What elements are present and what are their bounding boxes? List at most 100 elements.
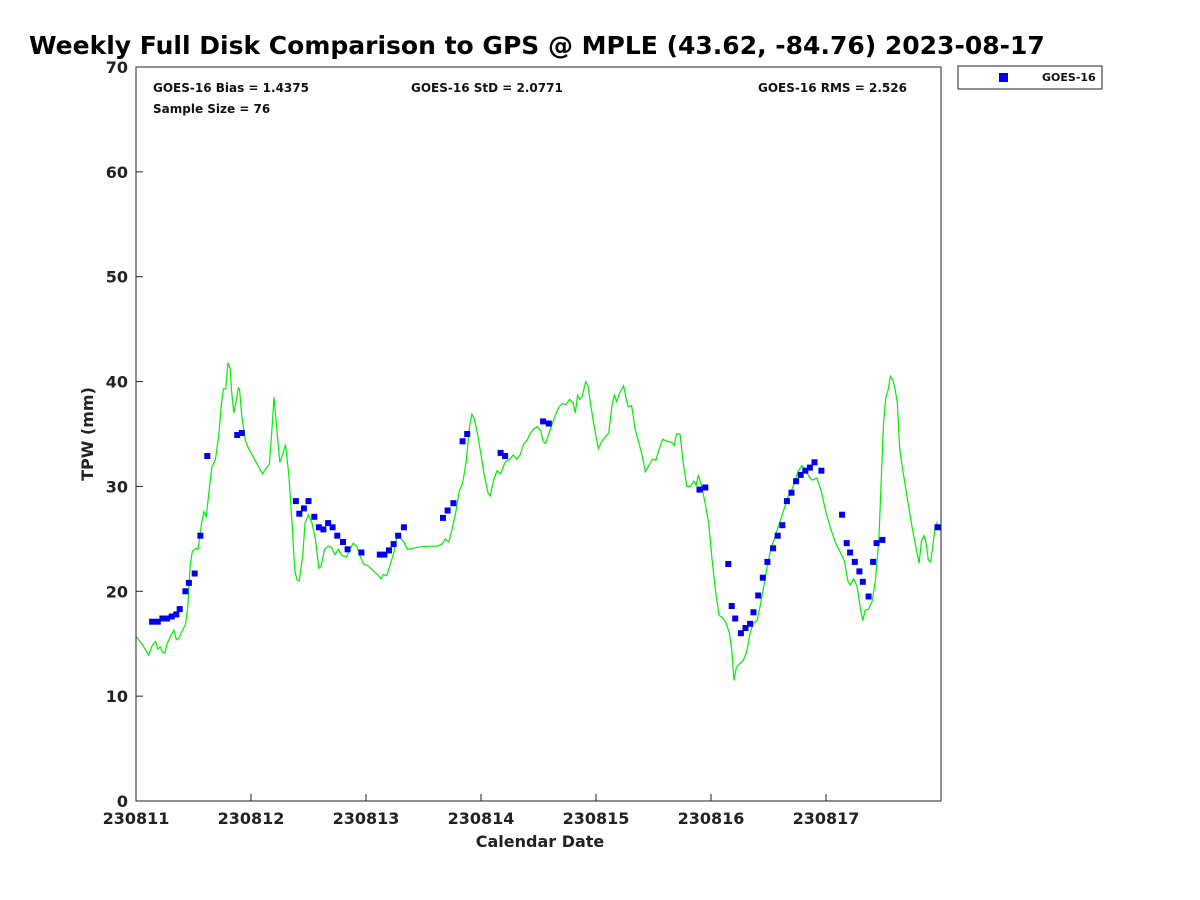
y-tick-label: 30	[106, 477, 128, 496]
y-axis: 0 10 20 30 40 50 60 70	[106, 58, 143, 811]
goes-16-point	[732, 615, 739, 622]
goes-16-series	[149, 418, 941, 637]
goes-16-point	[234, 432, 241, 438]
goes-16-point	[311, 513, 318, 520]
goes-16-point	[185, 579, 192, 586]
goes-16-point	[779, 522, 786, 529]
y-tick-label: 40	[106, 373, 128, 392]
goes-16-point	[204, 453, 211, 459]
goes-16-point	[856, 568, 863, 575]
x-tick-label: 230814	[448, 809, 515, 828]
goes-16-point	[168, 613, 175, 620]
x-axis: 230811 230812 230813 230814 230815 230816 2308…	[103, 794, 860, 828]
goes-16-point	[870, 558, 877, 565]
goes-16-point	[750, 609, 757, 616]
goes-16-point	[783, 498, 790, 505]
goes-16-point	[702, 484, 709, 491]
goes-16-point	[737, 630, 744, 637]
goes-16-point	[774, 532, 781, 539]
goes-16-point	[859, 578, 866, 585]
x-tick-label: 230815	[563, 809, 630, 828]
gps-line	[135, 362, 939, 681]
y-tick-label: 10	[106, 687, 128, 706]
gps-series	[135, 362, 939, 681]
goes-16-point	[725, 561, 732, 567]
goes-16-point	[390, 541, 397, 548]
legend: GOES-16	[957, 65, 1103, 90]
goes-16-point	[788, 489, 795, 496]
goes-16-point	[305, 498, 312, 505]
goes-16-point	[755, 592, 762, 599]
goes-16-point	[376, 551, 383, 558]
goes-16-point	[742, 625, 749, 631]
legend-label-goes-16: GOES-16	[1042, 71, 1096, 84]
goes-16-point	[197, 532, 204, 539]
sample-size-stat: Sample Size = 76	[153, 102, 270, 116]
goes-16-point	[334, 532, 341, 539]
goes-16-point	[182, 588, 189, 595]
goes-16-point	[879, 536, 886, 543]
goes-16-point	[797, 471, 804, 478]
bias-stat: GOES-16 Bias = 1.4375	[153, 81, 309, 95]
goes-16-point	[340, 539, 346, 545]
plot-frame	[135, 66, 942, 802]
goes-16-point	[173, 611, 180, 618]
goes-16-point	[865, 593, 872, 600]
goes-16-point	[502, 453, 509, 459]
y-axis-label: TPW (mm)	[78, 387, 97, 481]
goes-16-point	[540, 418, 547, 425]
goes-16-point	[759, 574, 766, 581]
y-tick-label: 20	[106, 582, 128, 601]
goes-16-point	[358, 549, 365, 556]
goes-16-point	[381, 551, 388, 558]
goes-16-point	[728, 603, 735, 609]
goes-16-point	[770, 545, 777, 552]
legend-box	[957, 65, 1103, 90]
goes-16-point	[764, 558, 771, 565]
goes-16-point	[329, 524, 336, 531]
goes-16-point	[696, 486, 703, 493]
chart-title: Weekly Full Disk Comparison to GPS @ MPL…	[29, 31, 1045, 60]
goes-16-point	[191, 570, 198, 577]
goes-16-point	[459, 438, 466, 445]
y-tick-label: 70	[106, 58, 128, 77]
goes-16-point	[851, 558, 858, 565]
x-tick-label: 230817	[793, 809, 860, 828]
goes-16-point	[176, 606, 183, 613]
legend-marker-goes-16	[999, 73, 1008, 82]
rms-stat: GOES-16 RMS = 2.526	[758, 81, 907, 95]
std-stat: GOES-16 StD = 2.0771	[411, 81, 563, 95]
goes-16-point	[464, 431, 471, 437]
goes-16-point	[440, 514, 446, 521]
goes-16-point	[873, 540, 880, 547]
goes-16-point	[818, 467, 825, 474]
goes-16-point	[806, 464, 813, 471]
goes-16-point	[320, 526, 327, 533]
goes-16-point	[386, 547, 392, 554]
goes-16-point	[747, 620, 754, 627]
x-tick-label: 230812	[218, 809, 285, 828]
goes-16-point	[444, 507, 451, 514]
goes-16-point	[395, 532, 402, 539]
goes-16-point	[159, 615, 166, 622]
goes-16-point	[344, 546, 351, 553]
goes-16-point	[400, 524, 407, 531]
goes-16-point	[296, 510, 303, 517]
goes-16-point	[802, 467, 809, 474]
y-tick-label: 50	[106, 268, 128, 287]
x-tick-label: 230816	[678, 809, 745, 828]
x-tick-label: 230813	[333, 809, 400, 828]
goes-16-point	[811, 459, 818, 466]
goes-16-point	[450, 500, 457, 507]
goes-16-point	[164, 615, 171, 622]
goes-16-point	[149, 618, 156, 625]
goes-16-point	[545, 420, 552, 427]
x-axis-label: Calendar Date	[476, 832, 605, 851]
goes-16-point	[325, 520, 332, 527]
x-tick-label: 230811	[103, 809, 170, 828]
goes-16-point	[843, 540, 850, 547]
goes-16-point	[154, 618, 161, 625]
goes-16-point	[238, 430, 245, 436]
